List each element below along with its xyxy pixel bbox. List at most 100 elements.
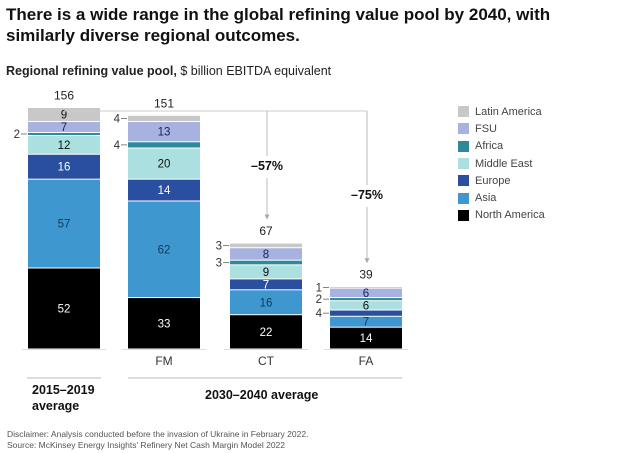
data-label-africa: 2 <box>14 129 20 141</box>
bar-segment-asia <box>230 290 302 315</box>
legend-label: Europe <box>475 174 511 187</box>
data-label-latin-america: 1 <box>316 282 322 294</box>
bar-segment-europe <box>330 310 402 316</box>
legend-item-europe: Europe <box>458 172 545 189</box>
data-label-north-america: 14 <box>360 333 373 345</box>
total-label: 67 <box>259 224 273 238</box>
bar-segment-fsu <box>330 288 402 298</box>
legend-swatch <box>458 123 469 135</box>
labels-layer: 52571612279156336214204134151FM221679383… <box>14 89 374 368</box>
data-label-africa: 3 <box>216 258 222 270</box>
bar-segment-africa <box>230 260 302 265</box>
bar-segment-fsu <box>28 122 100 132</box>
group-label-historic: 2015–2019 average <box>32 382 95 414</box>
bar-segment-fsu <box>230 248 302 260</box>
data-label-latin-america: 3 <box>216 240 222 252</box>
group-label-future: 2030–2040 average <box>205 388 319 402</box>
data-label-middle-east: 9 <box>263 267 269 279</box>
bar-segment-middle-east <box>128 148 200 179</box>
legend-label: Asia <box>475 192 497 205</box>
data-label-middle-east: 6 <box>363 300 369 312</box>
category-label: CT <box>258 354 275 368</box>
annotations-layer: –57% –75% <box>64 110 383 264</box>
bar-segment-asia <box>128 201 200 298</box>
bar-segment-north-america <box>128 298 200 349</box>
bar-segment-europe <box>28 154 100 179</box>
bar-segment-middle-east <box>330 301 402 310</box>
legend-label: Latin America <box>475 105 542 118</box>
data-label-north-america: 22 <box>260 327 273 339</box>
subtitle-bold: Regional refining value pool, <box>6 64 177 78</box>
legend-swatch <box>458 140 469 152</box>
legend-item-north-america: North America <box>458 207 545 224</box>
data-label-middle-east: 20 <box>158 159 171 171</box>
bar-segment-latin-america <box>230 243 302 248</box>
annotation-arrowhead <box>364 258 370 264</box>
bar-segment-north-america <box>230 315 302 349</box>
data-label-fsu: 6 <box>363 288 369 300</box>
bar-segment-asia <box>330 316 402 327</box>
data-label-asia: 57 <box>58 219 71 231</box>
bar-segment-north-america <box>28 268 100 349</box>
bar-segment-north-america <box>330 327 402 349</box>
chart-subtitle: Regional refining value pool, $ billion … <box>6 64 331 78</box>
data-label-fsu: 8 <box>263 249 269 261</box>
bar-segment-europe <box>128 179 200 201</box>
data-label-north-america: 33 <box>158 318 171 330</box>
data-label-middle-east: 12 <box>58 140 71 152</box>
annotation-percent-change: –57% <box>251 159 283 173</box>
data-label-asia: 62 <box>158 244 171 256</box>
data-label-latin-america: 9 <box>61 110 67 122</box>
bar-segment-asia <box>28 179 100 268</box>
legend-swatch <box>458 209 469 221</box>
data-label-fsu: 13 <box>158 127 171 139</box>
data-label-asia: 16 <box>260 297 273 309</box>
data-label-latin-america: 4 <box>114 113 121 125</box>
data-label-europe: 16 <box>58 162 71 174</box>
legend-swatch <box>458 192 469 204</box>
bars-layer <box>22 108 408 379</box>
bar-segment-africa <box>128 142 200 148</box>
annotation-arrowhead <box>264 214 270 220</box>
source-text: Source: McKinsey Energy Insights' Refine… <box>7 439 286 450</box>
group-label-historic-line1: 2015–2019 <box>32 383 95 397</box>
legend-item-fsu: FSU <box>458 120 545 137</box>
legend-swatch <box>458 106 469 118</box>
subtitle-unit: $ billion EBITDA equivalent <box>176 64 332 78</box>
bar-segment-africa <box>330 298 402 301</box>
legend-item-asia: Asia <box>458 189 545 206</box>
legend-label: Africa <box>475 140 504 153</box>
category-label: FA <box>359 354 374 368</box>
data-label-north-america: 52 <box>58 303 71 315</box>
total-label: 39 <box>359 268 373 282</box>
legend-label: FSU <box>475 122 497 135</box>
data-label-asia: 7 <box>363 317 369 329</box>
disclaimer-text: Disclaimer: Analysis conducted before th… <box>7 429 309 439</box>
total-label: 156 <box>54 89 74 103</box>
data-label-europe: 14 <box>158 185 171 197</box>
legend-item-latin-america: Latin America <box>458 103 545 120</box>
group-label-historic-line2: average <box>32 399 80 413</box>
bar-segment-middle-east <box>28 136 100 154</box>
legend-item-middle-east: Middle East <box>458 155 545 172</box>
chart-title: There is a wide range in the global refi… <box>6 5 551 45</box>
data-label-fsu: 7 <box>61 122 67 134</box>
legend-swatch <box>458 158 469 170</box>
data-label-europe: 4 <box>316 308 323 320</box>
legend-item-africa: Africa <box>458 138 545 155</box>
data-label-africa: 2 <box>316 294 322 306</box>
total-label: 151 <box>154 96 174 110</box>
legend-label: Middle East <box>475 157 533 170</box>
bar-segment-africa <box>28 132 100 136</box>
data-label-europe: 7 <box>263 279 269 291</box>
legend: Latin America FSU Africa Middle East Europe A… <box>458 103 545 224</box>
data-label-africa: 4 <box>114 140 121 152</box>
footnotes: Disclaimer: Analysis conducted before th… <box>7 429 308 450</box>
bar-segment-europe <box>230 279 302 290</box>
legend-label: North America <box>475 209 545 222</box>
legend-swatch <box>458 175 469 187</box>
category-label: FM <box>155 354 172 368</box>
bar-segment-latin-america <box>330 287 402 289</box>
annotation-percent-change: –75% <box>351 188 383 202</box>
